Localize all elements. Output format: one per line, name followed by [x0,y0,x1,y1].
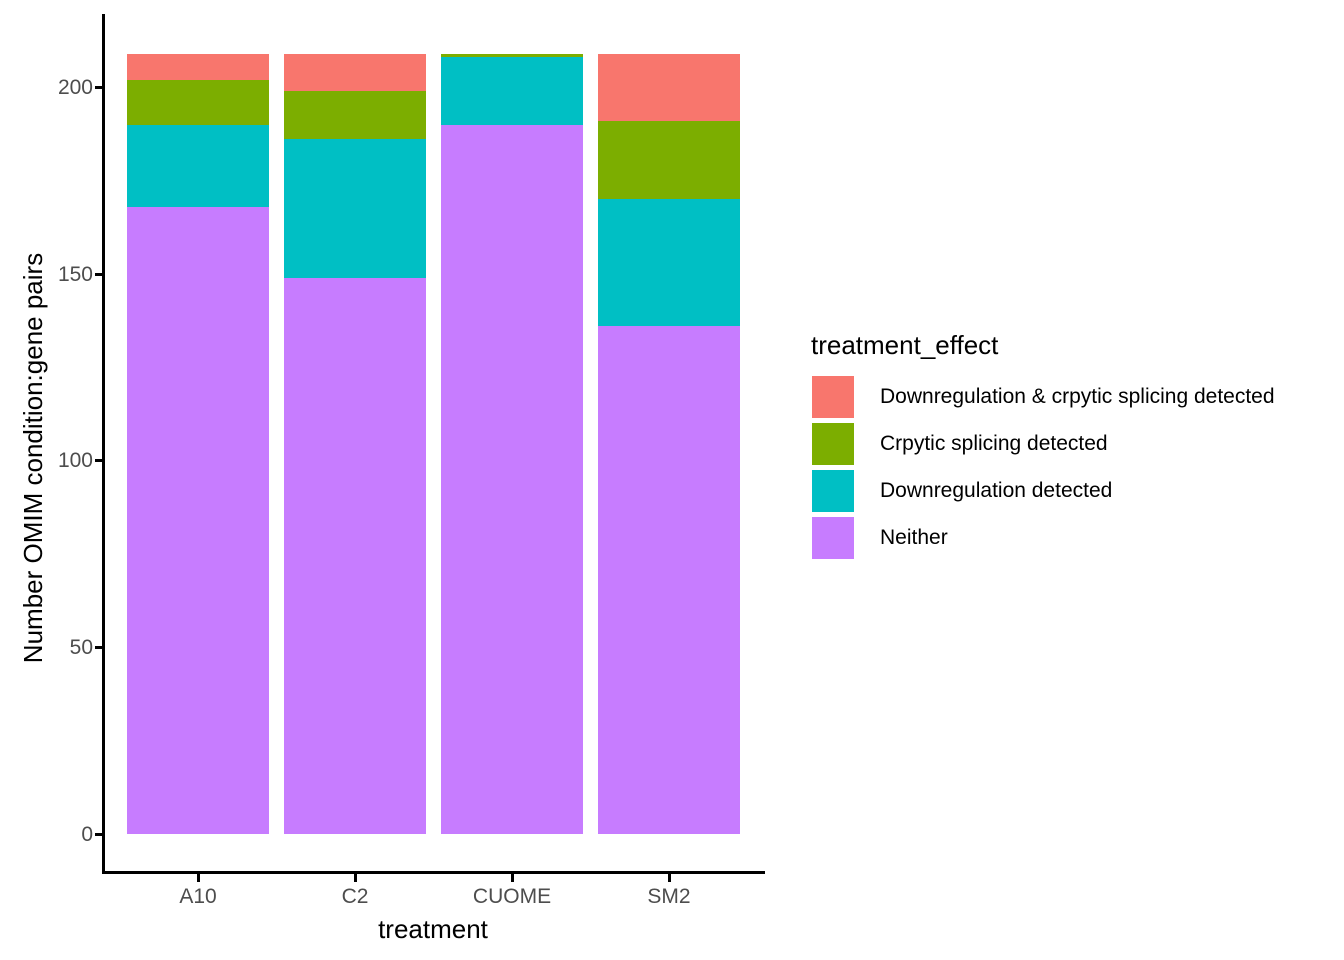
bar-a10 [127,53,269,835]
legend-swatch [812,516,854,559]
x-axis-line [102,871,765,874]
y-tick [95,272,103,276]
y-axis-line [102,14,105,874]
legend-swatch [812,376,854,418]
bar-segment [598,326,740,835]
bar-segment [441,53,583,58]
legend-item-label: Downregulation detected [880,478,1113,502]
legend-swatch [812,469,854,512]
y-tick [95,833,103,836]
x-axis-title: treatment [378,914,488,944]
y-tick-label: 150 [57,262,93,286]
bar-cuome [441,53,583,835]
y-axis-title: Number OMIM condition:gene pairs [18,252,48,664]
bar-segment [127,124,269,207]
bar-sm2 [598,53,740,835]
y-tick-label: 200 [57,75,93,99]
legend-item-label: Neither [880,525,948,549]
x-tick [196,874,200,882]
bar-segment [127,79,269,125]
bar-segment [127,206,269,835]
x-tick [667,874,671,882]
bar-segment [284,139,426,278]
x-tick [353,874,357,882]
legend-swatch [812,422,854,465]
y-tick [95,646,103,650]
x-tick-label: SM2 [647,885,691,908]
bar-segment [598,199,740,327]
y-tick-label: 50 [69,636,93,660]
y-tick-label: 100 [57,449,93,473]
bar-segment [127,53,269,80]
bar-segment [284,277,426,835]
legend-title: treatment_effect [811,330,999,360]
y-tick [95,85,103,89]
x-tick-label: A10 [179,885,217,908]
bar-segment [284,90,426,140]
y-tick-label: 0 [81,823,93,846]
x-tick [510,874,514,882]
bar-segment [441,57,583,125]
bar-segment [598,120,740,200]
x-tick-label: CUOME [472,885,552,908]
bar-segment [284,53,426,91]
x-tick-label: C2 [341,885,369,908]
bar-segment [598,53,740,121]
legend-item-label: Crpytic splicing detected [880,431,1108,455]
legend-item-label: Downregulation & crpytic splicing detect… [880,385,1275,408]
bar-segment [441,124,583,835]
y-tick [95,459,103,463]
bar-c2 [284,53,426,835]
